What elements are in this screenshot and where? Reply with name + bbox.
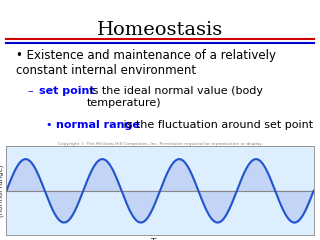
Text: Copyright © The McGraw-Hill Companies, Inc. Permission required for reproduction: Copyright © The McGraw-Hill Companies, I… — [58, 142, 262, 145]
Text: • Existence and maintenance of a relatively
constant internal environment: • Existence and maintenance of a relativ… — [16, 49, 276, 77]
X-axis label: Time: Time — [150, 238, 170, 240]
Text: is the ideal normal value (body
temperature): is the ideal normal value (body temperat… — [86, 86, 263, 108]
Text: is the fluctuation around set point: is the fluctuation around set point — [120, 120, 313, 130]
Text: set point: set point — [39, 86, 94, 96]
Text: normal range: normal range — [56, 120, 140, 130]
Text: •: • — [46, 120, 56, 130]
Y-axis label: Body temperature
(normal range): Body temperature (normal range) — [0, 159, 4, 222]
Text: Homeostasis: Homeostasis — [97, 21, 223, 39]
Text: –: – — [28, 86, 37, 96]
